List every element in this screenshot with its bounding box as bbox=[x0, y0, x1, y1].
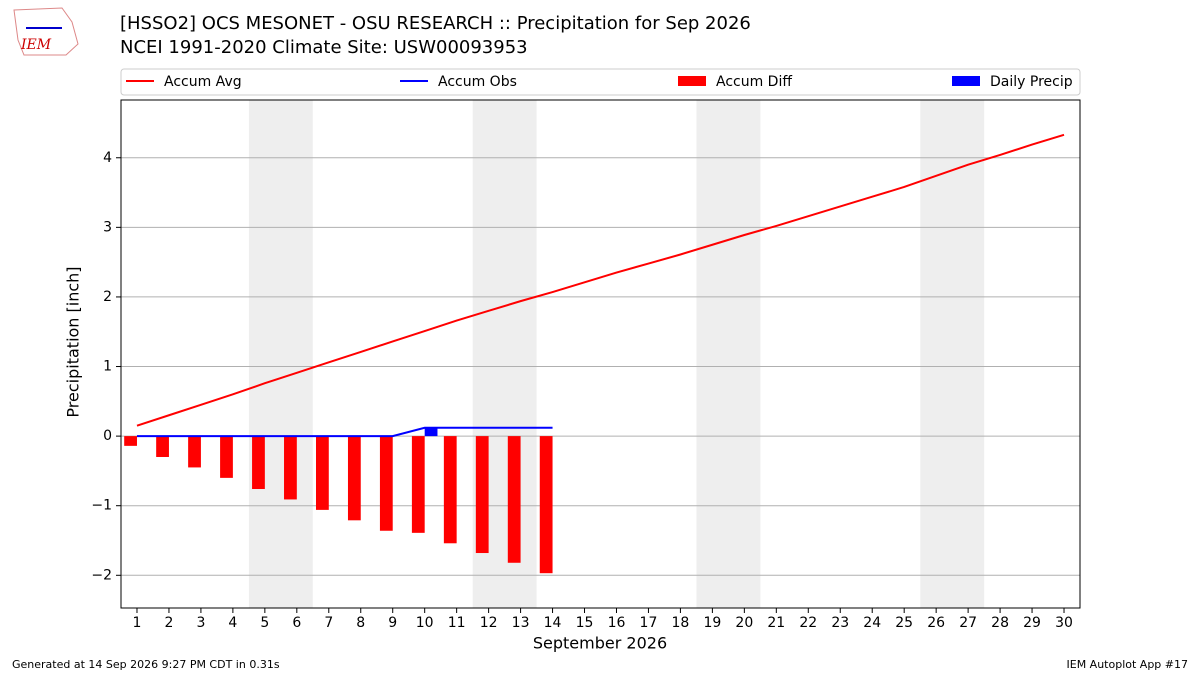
x-tick-label: 5 bbox=[260, 615, 269, 631]
x-tick-label: 17 bbox=[640, 615, 658, 631]
x-tick-label: 9 bbox=[388, 615, 397, 631]
x-tick-label: 27 bbox=[959, 615, 977, 631]
logo-text: IEM bbox=[20, 37, 52, 53]
x-tick-label: 19 bbox=[703, 615, 721, 631]
x-tick-label: 10 bbox=[416, 615, 434, 631]
legend-swatch bbox=[678, 76, 706, 86]
y-axis-label: Precipitation [inch] bbox=[64, 266, 83, 417]
legend-label: Accum Diff bbox=[716, 74, 792, 90]
bar bbox=[284, 436, 297, 500]
bar bbox=[156, 436, 169, 457]
x-tick-label: 16 bbox=[608, 615, 626, 631]
x-tick-label: 20 bbox=[735, 615, 753, 631]
x-tick-label: 13 bbox=[512, 615, 530, 631]
logo-outline bbox=[13, 7, 79, 56]
bar bbox=[539, 436, 553, 574]
x-tick-label: 18 bbox=[672, 615, 690, 631]
weekend-band bbox=[248, 100, 313, 608]
x-tick-label: 25 bbox=[895, 615, 913, 631]
x-axis-label: September 2026 bbox=[533, 634, 667, 653]
line bbox=[136, 133, 1065, 427]
x-tick-label: 15 bbox=[576, 615, 594, 631]
footer-right: IEM Autoplot App #17 bbox=[1067, 658, 1189, 671]
y-tick-label: 1 bbox=[103, 359, 112, 375]
x-tick-label: 4 bbox=[228, 615, 237, 631]
bar bbox=[347, 436, 361, 521]
y-tick-label: −1 bbox=[91, 498, 112, 514]
bar bbox=[443, 436, 457, 544]
x-tick-label: 29 bbox=[1023, 615, 1041, 631]
x-tick-label: 30 bbox=[1055, 615, 1073, 631]
y-tick-label: −2 bbox=[91, 567, 112, 583]
weekend-shading bbox=[248, 100, 985, 608]
chart-title: [HSSO2] OCS MESONET - OSU RESEARCH :: Pr… bbox=[120, 13, 751, 34]
x-tick-label: 26 bbox=[927, 615, 945, 631]
bar bbox=[220, 436, 233, 478]
footer-left: Generated at 14 Sep 2026 9:27 PM CDT in … bbox=[12, 658, 280, 671]
chart-subtitle: NCEI 1991-2020 Climate Site: USW00093953 bbox=[120, 37, 528, 58]
x-tick-label: 12 bbox=[480, 615, 498, 631]
x-tick-label: 11 bbox=[448, 615, 466, 631]
legend-label: Daily Precip bbox=[990, 74, 1073, 90]
legend-label: Accum Obs bbox=[438, 74, 517, 90]
bar bbox=[424, 427, 438, 437]
bar bbox=[124, 436, 137, 446]
legend-swatch bbox=[952, 76, 980, 86]
x-tick-label: 2 bbox=[164, 615, 173, 631]
legend-box bbox=[120, 68, 1081, 96]
x-tick-label: 28 bbox=[991, 615, 1009, 631]
bar bbox=[252, 436, 265, 490]
x-tick-label: 22 bbox=[799, 615, 817, 631]
weekend-band bbox=[696, 100, 761, 608]
x-tick-label: 14 bbox=[544, 615, 562, 631]
x-tick-label: 1 bbox=[133, 615, 142, 631]
bar bbox=[507, 436, 521, 563]
y-tick-label: 0 bbox=[103, 428, 112, 444]
x-tick-label: 21 bbox=[767, 615, 785, 631]
x-tick-label: 3 bbox=[196, 615, 205, 631]
bar bbox=[475, 436, 489, 554]
weekend-band bbox=[920, 100, 985, 608]
bar bbox=[411, 436, 425, 533]
bar bbox=[188, 436, 201, 468]
bar bbox=[379, 436, 393, 531]
bar bbox=[315, 436, 329, 510]
x-tick-label: 7 bbox=[324, 615, 333, 631]
x-tick-label: 24 bbox=[863, 615, 881, 631]
y-tick-label: 3 bbox=[103, 219, 112, 235]
logo: IEM bbox=[13, 7, 79, 56]
legend-label: Accum Avg bbox=[164, 74, 242, 90]
y-tick-label: 4 bbox=[103, 150, 112, 166]
plot-frame bbox=[120, 99, 1081, 609]
line bbox=[136, 426, 553, 438]
x-tick-label: 6 bbox=[292, 615, 301, 631]
x-tick-label: 23 bbox=[831, 615, 849, 631]
y-tick-label: 2 bbox=[103, 289, 112, 305]
x-tick-label: 8 bbox=[356, 615, 365, 631]
